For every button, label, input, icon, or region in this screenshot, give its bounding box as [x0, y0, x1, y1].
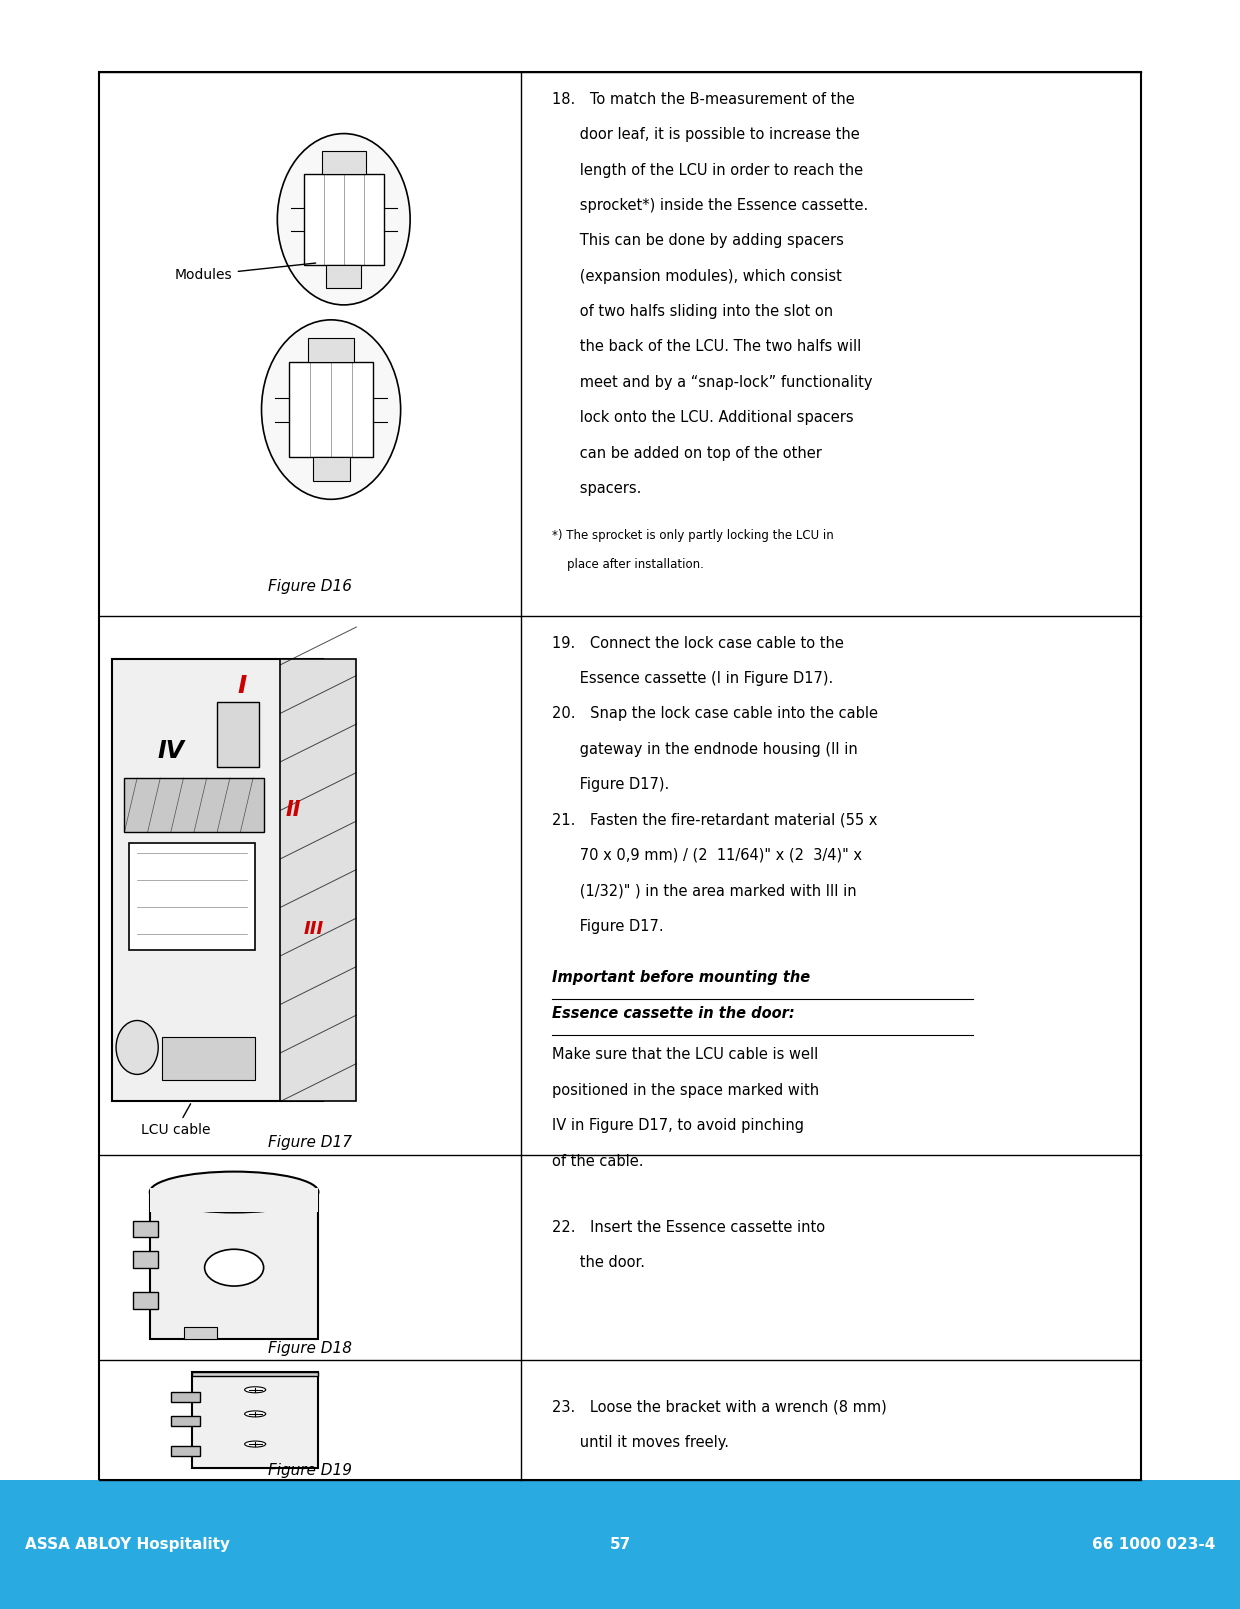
Text: 22. Insert the Essence cassette into: 22. Insert the Essence cassette into — [552, 1220, 825, 1234]
Bar — [112, 660, 322, 1102]
Text: can be added on top of the other: can be added on top of the other — [552, 446, 822, 460]
Ellipse shape — [278, 134, 410, 304]
Text: Important before mounting the: Important before mounting the — [552, 970, 810, 985]
Bar — [289, 362, 373, 457]
Bar — [321, 151, 366, 174]
Bar — [312, 457, 350, 481]
Bar — [308, 338, 355, 362]
Bar — [171, 1416, 201, 1426]
Text: *) The sprocket is only partly locking the LCU in: *) The sprocket is only partly locking t… — [552, 529, 833, 542]
Text: 18. To match the B-measurement of the: 18. To match the B-measurement of the — [552, 92, 854, 106]
Text: 66 1000 023-4: 66 1000 023-4 — [1092, 1537, 1215, 1553]
Bar — [326, 265, 361, 288]
Bar — [0, 1480, 1240, 1609]
Bar — [171, 1446, 201, 1456]
Ellipse shape — [262, 320, 401, 499]
Text: the back of the LCU. The two halfs will: the back of the LCU. The two halfs will — [552, 339, 861, 354]
Text: Modules: Modules — [175, 262, 316, 282]
Text: place after installation.: place after installation. — [552, 558, 703, 571]
Ellipse shape — [150, 1171, 319, 1213]
Text: lock onto the LCU. Additional spacers: lock onto the LCU. Additional spacers — [552, 410, 853, 425]
Text: LCU cable: LCU cable — [141, 1104, 211, 1136]
Text: door leaf, it is possible to increase the: door leaf, it is possible to increase th… — [552, 127, 859, 142]
Bar — [133, 1221, 159, 1237]
Bar — [192, 1371, 319, 1377]
Circle shape — [244, 1411, 265, 1418]
Bar — [304, 174, 383, 265]
Text: Figure D18: Figure D18 — [268, 1340, 352, 1355]
Bar — [150, 1187, 319, 1213]
Text: of two halfs sliding into the slot on: of two halfs sliding into the slot on — [552, 304, 833, 319]
Text: IV: IV — [157, 739, 185, 763]
Bar — [133, 1292, 159, 1308]
Circle shape — [244, 1442, 265, 1446]
Bar — [171, 1392, 201, 1401]
Text: gateway in the endnode housing (II in: gateway in the endnode housing (II in — [552, 742, 858, 756]
Text: Figure D17.: Figure D17. — [552, 919, 663, 933]
Circle shape — [244, 1387, 265, 1393]
Text: sprocket*) inside the Essence cassette.: sprocket*) inside the Essence cassette. — [552, 198, 868, 212]
Text: Essence cassette (I in Figure D17).: Essence cassette (I in Figure D17). — [552, 671, 833, 685]
Text: 20. Snap the lock case cable into the cable: 20. Snap the lock case cable into the ca… — [552, 706, 878, 721]
Bar — [162, 1036, 255, 1080]
Bar — [129, 843, 255, 951]
Text: This can be done by adding spacers: This can be done by adding spacers — [552, 233, 843, 248]
Text: until it moves freely.: until it moves freely. — [552, 1435, 729, 1450]
Text: Essence cassette in the door:: Essence cassette in the door: — [552, 1006, 795, 1020]
Text: (expansion modules), which consist: (expansion modules), which consist — [552, 269, 842, 283]
Text: II: II — [285, 800, 301, 821]
Bar — [124, 779, 264, 832]
Text: IV in Figure D17, to avoid pinching: IV in Figure D17, to avoid pinching — [552, 1118, 804, 1133]
Text: III: III — [304, 920, 325, 938]
Text: meet and by a “snap-lock” functionality: meet and by a “snap-lock” functionality — [552, 375, 872, 389]
Text: Make sure that the LCU cable is well: Make sure that the LCU cable is well — [552, 1047, 818, 1062]
Text: Figure D19: Figure D19 — [268, 1463, 352, 1477]
Text: Figure D17: Figure D17 — [268, 1134, 352, 1150]
Bar — [133, 1252, 159, 1268]
Bar — [150, 1192, 319, 1339]
Text: 21. Fasten the fire-retardant material (55 x: 21. Fasten the fire-retardant material (… — [552, 813, 877, 827]
Text: (1/32)" ) in the area marked with III in: (1/32)" ) in the area marked with III in — [552, 883, 857, 898]
Text: the door.: the door. — [552, 1255, 645, 1270]
Text: Figure D17).: Figure D17). — [552, 777, 670, 792]
Text: length of the LCU in order to reach the: length of the LCU in order to reach the — [552, 163, 863, 177]
Text: ASSA ABLOY Hospitality: ASSA ABLOY Hospitality — [25, 1537, 229, 1553]
Text: spacers.: spacers. — [552, 481, 641, 496]
Text: 19. Connect the lock case cable to the: 19. Connect the lock case cable to the — [552, 636, 843, 650]
Text: Figure D16: Figure D16 — [268, 579, 352, 594]
Bar — [280, 660, 356, 1102]
Text: 57: 57 — [609, 1537, 631, 1553]
Circle shape — [117, 1020, 159, 1075]
Text: 23. Loose the bracket with a wrench (8 mm): 23. Loose the bracket with a wrench (8 m… — [552, 1400, 887, 1414]
Text: 70 x 0,9 mm) / (2  11/64)" x (2  3/4)" x: 70 x 0,9 mm) / (2 11/64)" x (2 3/4)" x — [552, 848, 862, 862]
Ellipse shape — [205, 1249, 264, 1286]
Bar — [184, 1327, 217, 1339]
Text: of the cable.: of the cable. — [552, 1154, 644, 1168]
Text: positioned in the space marked with: positioned in the space marked with — [552, 1083, 818, 1097]
Text: I: I — [238, 674, 247, 698]
Bar — [192, 1371, 319, 1467]
Bar — [99, 72, 1141, 1480]
Bar — [217, 703, 259, 767]
